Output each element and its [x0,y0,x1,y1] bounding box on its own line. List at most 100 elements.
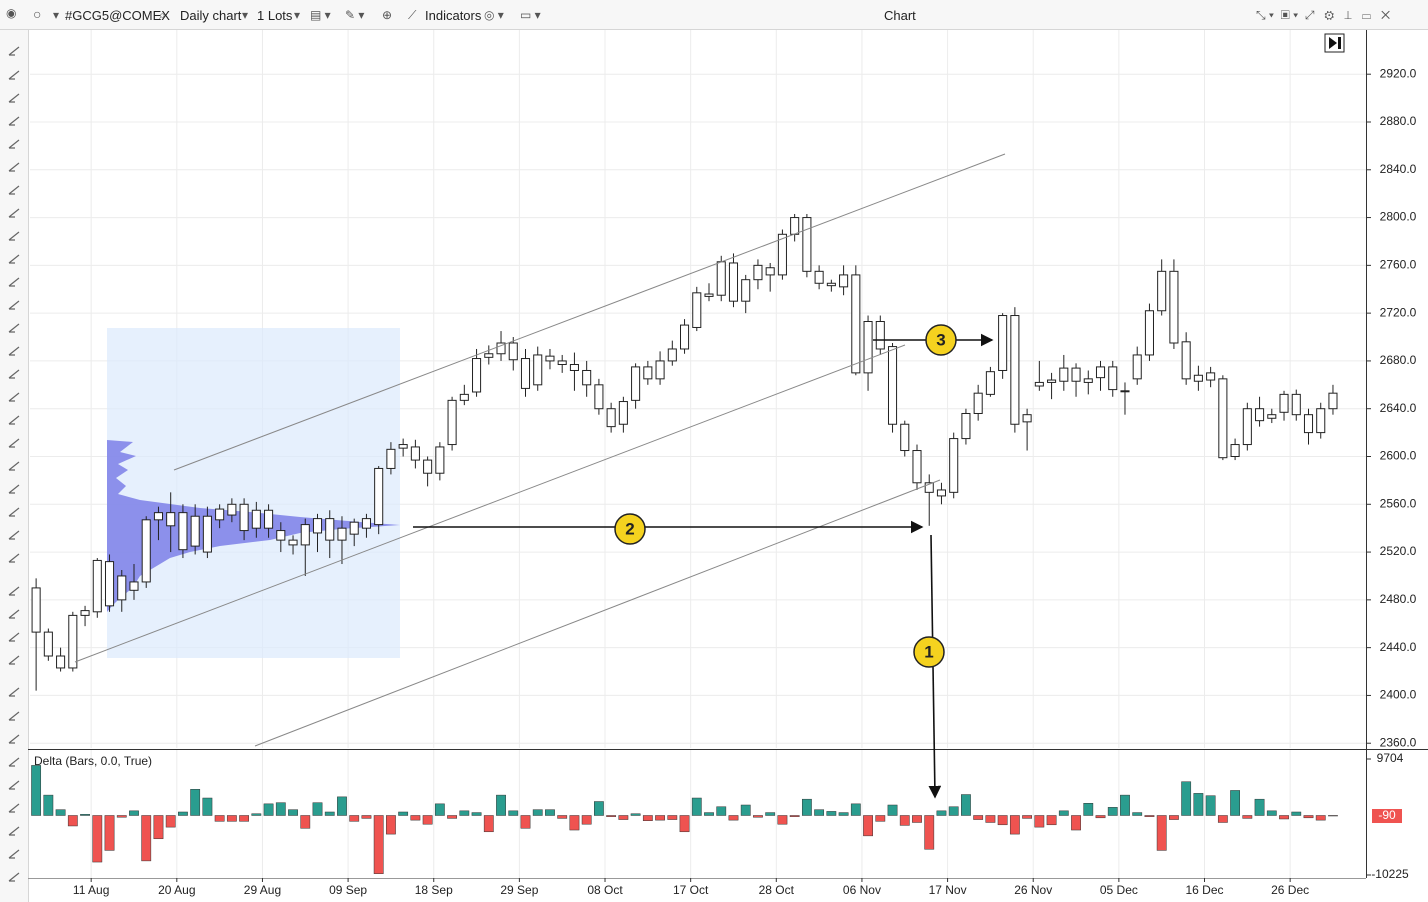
candle-body [1291,393,1301,416]
y-tick-label: 2800.0 [1380,210,1417,224]
search-icon[interactable]: ⌕ [159,8,166,22]
window-controls[interactable]: ⤡ ▾ ▣ ▾ ⤢ ⚙ ⊥ ▭ ✕ [1256,8,1391,22]
delta-bar [67,815,78,827]
delta-bar [924,815,935,850]
candle-body [141,519,151,583]
tool-icon [8,609,20,619]
tool-icon [8,780,20,790]
tool-icon [8,530,20,540]
dropdown[interactable]: ▾ [242,8,249,22]
tool-icon [8,711,20,721]
delta-bar [434,803,445,816]
delta-bar [1254,798,1265,816]
candle-body [80,610,90,616]
delta-bar [496,794,506,816]
delta-bar [263,803,274,816]
tool-icon [8,872,20,882]
delta-bar [1156,815,1167,851]
candle-body [533,354,543,386]
symbol[interactable]: #GCG5@COMEX [65,8,170,23]
candle-body [936,489,947,497]
channel-lower [254,479,941,747]
candle-body [618,401,628,425]
marker-1: 1 [913,636,945,668]
x-tick-label: 26 Nov [1014,883,1052,897]
dropdown[interactable]: ▾ [53,8,60,22]
candle-body [900,423,910,452]
candle-body [985,371,995,395]
delta-bar [642,815,653,821]
indicators-icon[interactable]: ⟋ [408,8,417,22]
delta-bar [1242,815,1253,819]
candle-body [1157,270,1167,312]
tool-icon [8,162,20,172]
channel-upper [173,153,1006,471]
tool-icon [8,734,20,744]
candle-body [912,450,922,484]
y-tick-label: 2600.0 [1380,449,1417,463]
y-tick-label: 2760.0 [1380,258,1417,272]
delta-bar [655,815,665,821]
candle-body [704,293,714,297]
draw-tool[interactable]: ✎ ▾ [345,8,365,22]
candle-body [777,233,787,276]
candle-body [887,346,898,425]
delta-bar [1034,815,1045,828]
delta-bar [483,815,494,833]
delta-bar [863,815,873,837]
delta-bar [728,815,739,821]
candle-body [1083,378,1093,383]
delta-bar [422,815,433,825]
candle-body [496,342,506,355]
candle-body [104,561,115,607]
candle-body [166,512,176,527]
scroll-end-button[interactable] [1324,33,1345,53]
delta-bar [190,789,201,816]
delta-bar [1058,810,1069,816]
delta-bar [1279,815,1289,820]
y-tick-label: 2880.0 [1380,114,1417,128]
candle-body [264,509,274,529]
candle-body [753,264,763,281]
candle-body [190,515,200,547]
candle-body [447,399,457,446]
x-tick-label: 17 Nov [929,883,967,897]
lots[interactable]: 1 Lots [257,8,293,23]
chart-type[interactable]: ▤ ▾ [310,8,331,22]
candle-body [1181,341,1191,380]
x-tick-label: 29 Aug [244,883,281,897]
dropdown[interactable]: ▾ [294,8,301,22]
indicators[interactable]: Indicators [425,8,482,23]
x-tick-label: 17 Oct [673,883,709,897]
templates[interactable]: ◎ ▾ [484,8,504,22]
axes: 2360.0 2400.0 2440.0 2480.0 2520.0 2560.0 2600… [73,66,1417,897]
last-value-box [1372,809,1402,824]
delta-bar [1205,795,1216,816]
zoom[interactable]: ⊕ [382,8,393,22]
delta-bar [1217,815,1228,823]
delta-bar [251,813,262,816]
candle-body [410,446,420,461]
link-button[interactable]: ○ [33,6,42,22]
candle-body [961,412,971,440]
delta-bar [630,813,641,816]
candle-body [790,217,800,235]
delta-bar [850,803,861,816]
app-logo[interactable]: ◉ [6,6,17,20]
delta-bar [471,812,482,816]
delta-bar [801,798,812,816]
tool-icon [8,323,20,333]
y2-tick-label: -10225 [1371,867,1409,881]
candle-body [178,512,188,551]
x-tick-label: 06 Nov [843,883,881,897]
candle-body [851,274,861,374]
tool-icon [8,93,20,103]
timeframe[interactable]: Daily chart [180,8,242,23]
x-tick-label: 28 Oct [759,883,795,897]
tool-icon [8,632,20,642]
delta-bar [985,815,996,823]
y-tick-label: 2440.0 [1380,640,1417,654]
layout[interactable]: ▭ ▾ [520,8,541,22]
delta-bar [667,815,678,820]
tool-icon [8,849,20,859]
